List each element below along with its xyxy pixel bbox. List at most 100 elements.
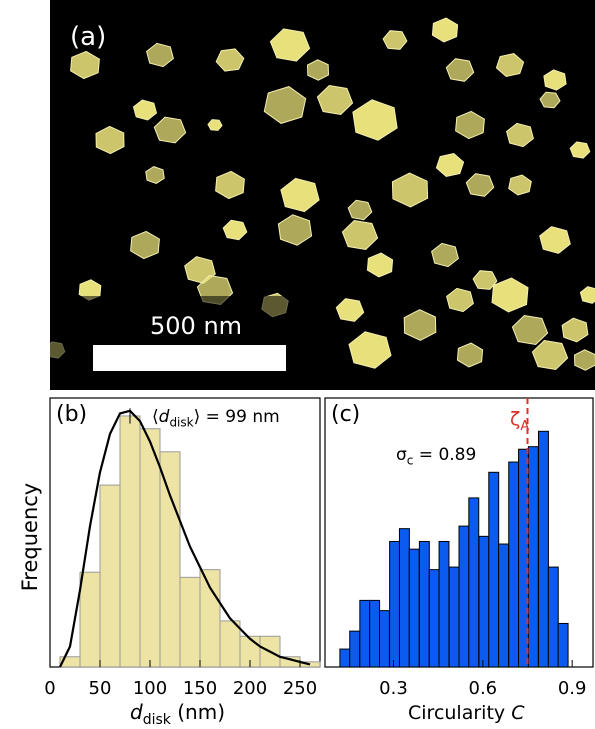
histogram-bar-c <box>438 540 450 668</box>
particle <box>347 199 373 221</box>
particle <box>431 17 459 43</box>
histogram-bar-b <box>199 569 221 668</box>
particle <box>352 99 398 141</box>
particle <box>146 42 174 68</box>
particle <box>465 173 495 197</box>
x-tick-label-c: 0.3 <box>379 678 408 699</box>
x-tick-label-b: 200 <box>233 678 267 699</box>
x-axis-label-b: ddisk (nm) <box>130 700 226 728</box>
particle <box>491 277 529 313</box>
particle <box>366 252 394 278</box>
histogram-bar-c <box>339 648 351 668</box>
particle <box>269 28 311 62</box>
particle <box>263 86 307 124</box>
particle <box>435 153 465 177</box>
histogram-bar-c <box>468 497 480 668</box>
histogram-bar-c <box>448 566 460 668</box>
particle <box>70 50 100 80</box>
particle <box>306 59 330 81</box>
histogram-bar-c <box>458 525 470 668</box>
particle <box>456 342 484 368</box>
histogram-bar-c <box>398 528 410 668</box>
particle <box>341 219 379 251</box>
histogram-bar-c <box>538 430 549 668</box>
histogram-bar-c <box>349 630 361 668</box>
particle <box>431 242 459 268</box>
fit-curve <box>59 409 311 668</box>
particle <box>531 339 569 371</box>
histogram-bar-b <box>139 428 161 668</box>
particle <box>335 298 365 322</box>
mean-size-annotation: ⟨ddisk⟩ = 99 nm <box>152 407 280 430</box>
particle <box>277 214 313 246</box>
histogram-bar-c <box>547 566 559 668</box>
particle <box>145 166 165 184</box>
panel-a-label: (a) <box>70 22 107 52</box>
particle-layer <box>50 17 595 371</box>
histogram-bar-c <box>557 622 569 668</box>
histogram-bar-b <box>219 620 241 668</box>
x-tick-label-b: 0 <box>44 678 55 699</box>
histogram-bar-b <box>79 571 101 668</box>
scale-bar-background <box>50 296 320 390</box>
scale-bar-label: 500 nm <box>150 312 243 340</box>
particle <box>132 99 158 121</box>
particle <box>207 119 223 131</box>
histogram-bar-c <box>378 610 390 668</box>
particle <box>316 84 354 116</box>
scale-bar <box>93 345 286 371</box>
particle <box>573 349 595 371</box>
histogram-bar-c <box>428 569 440 668</box>
particle <box>495 53 525 77</box>
particle <box>446 287 474 313</box>
histogram-bar-c <box>359 599 371 668</box>
histogram-bar-c <box>508 461 520 668</box>
particle <box>455 110 485 140</box>
x-tick-label-b: 50 <box>89 678 112 699</box>
particle <box>130 230 160 260</box>
particle <box>445 58 475 82</box>
particle <box>472 270 498 290</box>
x-tick-label-b: 250 <box>283 678 317 699</box>
particle <box>569 141 591 159</box>
particle <box>348 331 392 369</box>
particle <box>153 116 187 144</box>
x-tick-label-c: 0.9 <box>558 678 587 699</box>
particle <box>403 309 437 341</box>
histogram-bar-c <box>418 540 430 668</box>
histogram-bar-c <box>389 540 401 668</box>
histogram-bar-c <box>408 548 420 668</box>
histogram-bar-c <box>527 446 539 668</box>
particle <box>539 91 561 109</box>
particle <box>391 172 429 208</box>
particle <box>280 177 320 213</box>
particle <box>511 314 549 346</box>
microscopy-image: (a) 500 nm <box>50 0 595 390</box>
x-tick-label-b: 100 <box>133 678 167 699</box>
particle <box>579 286 595 304</box>
histogram-bar-b <box>179 576 201 668</box>
x-tick-label-b: 150 <box>183 678 217 699</box>
particle <box>215 170 245 200</box>
particle <box>382 30 408 50</box>
histogram-bar-b <box>159 451 181 668</box>
particle <box>222 219 248 241</box>
zeta-a-label: ζA <box>510 408 530 434</box>
sigma-annotation: σc = 0.89 <box>396 445 477 468</box>
particle <box>506 122 534 148</box>
histogram-bar-b <box>99 484 121 668</box>
particle <box>561 317 589 343</box>
histogram-bar-b <box>119 415 141 668</box>
x-tick-label-c: 0.6 <box>469 678 498 699</box>
histogram-bar-c <box>478 535 490 668</box>
panel-b-label: (b) <box>56 402 88 427</box>
panel-c-label: (c) <box>331 402 361 427</box>
particle <box>215 48 245 72</box>
particle <box>95 125 125 155</box>
particle <box>508 174 532 196</box>
histogram-bar-c <box>498 543 510 668</box>
x-axis-label-c: Circularity C <box>408 702 525 724</box>
y-axis-label: Frequency <box>18 482 42 592</box>
particle <box>539 226 571 254</box>
